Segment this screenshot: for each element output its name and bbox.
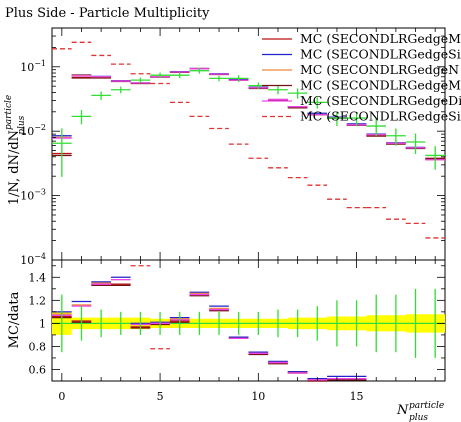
x-axis-label-sup: particle [409,401,444,411]
data-point-17 [386,128,406,146]
data-point-14 [327,111,347,127]
y-axis-label-ratio: MC/data [7,291,22,348]
data-point-8 [209,75,229,82]
y-tick-label-ratio: 0.8 [29,340,47,353]
data-point-19 [425,146,445,170]
legend-label-5: MC (SECONDLRGedgeSi [300,109,461,124]
x-tick-label: 10 [251,390,265,403]
y-tick-label-main: 10−4 [20,252,46,267]
data-point-12 [287,88,308,99]
y-axis-label-sup: particle [4,95,14,130]
y-tick-label-ratio: 0.6 [29,363,47,376]
data-point-3 [110,86,131,94]
y-axis-label-ratio-text: MC/data [7,291,22,348]
x-tick-label: 15 [350,390,364,403]
x-ticks: 0 5 10 15 [58,28,436,403]
y-tick-label-main: 10−1 [20,59,46,74]
ratio-marks [52,265,445,382]
data-point-0 [52,128,72,177]
data-point-9 [228,75,249,82]
y-tick-label-ratio: 1 [39,317,46,330]
data-point-2 [91,91,111,100]
y-axis-label-main: 1/N, dN/dNparticle plus [4,95,27,205]
x-tick-label: 5 [157,390,164,403]
y-axis-label-main-text: 1/N, dN/dN [7,130,22,205]
data-point-1 [71,110,92,125]
data-point-4 [130,77,151,84]
legend-label-2: MC (SECONDLRGedgeN [300,62,459,77]
legend-label-3: MC (SECONDLRGedgeM [300,78,461,93]
data-point-16 [366,118,387,137]
data-point-7 [189,68,210,74]
ratio-panel: 0.6 0.8 1 1.2 1.4 0 5 10 15 [29,28,446,403]
legend-label-4: MC (SECONDLRGedgeDi [300,93,461,108]
legend-label-0: MC (SECONDLRGedgeM [300,31,461,46]
data-point-13 [307,97,328,109]
data-point-5 [150,72,170,79]
x-axis-label: N particle plus [396,401,444,422]
main-y-ticks: 10−1 10−2 10−3 10−4 [20,27,445,267]
y-tick-label-ratio: 1.4 [29,271,47,284]
data-point-18 [405,133,426,155]
data-point-11 [268,85,288,95]
y-tick-label-main: 10−2 [20,123,46,138]
y-tick-label-ratio: 1.2 [29,294,47,307]
x-axis-label-sub: plus [409,413,428,422]
y-tick-label-main: 10−3 [20,188,46,203]
y-axis-label-sub: plus [17,115,27,134]
data-point-15 [346,111,367,127]
x-tick-label: 0 [58,390,65,403]
legend-label-1: MC (SECONDLRGedgeSi [300,47,461,62]
ratio-y-ticks: 0.6 0.8 1 1.2 1.4 [29,265,445,382]
x-axis-label-text: N [396,403,409,418]
data-point-6 [169,72,190,79]
chart-title: Plus Side - Particle Multiplicity [5,6,210,21]
